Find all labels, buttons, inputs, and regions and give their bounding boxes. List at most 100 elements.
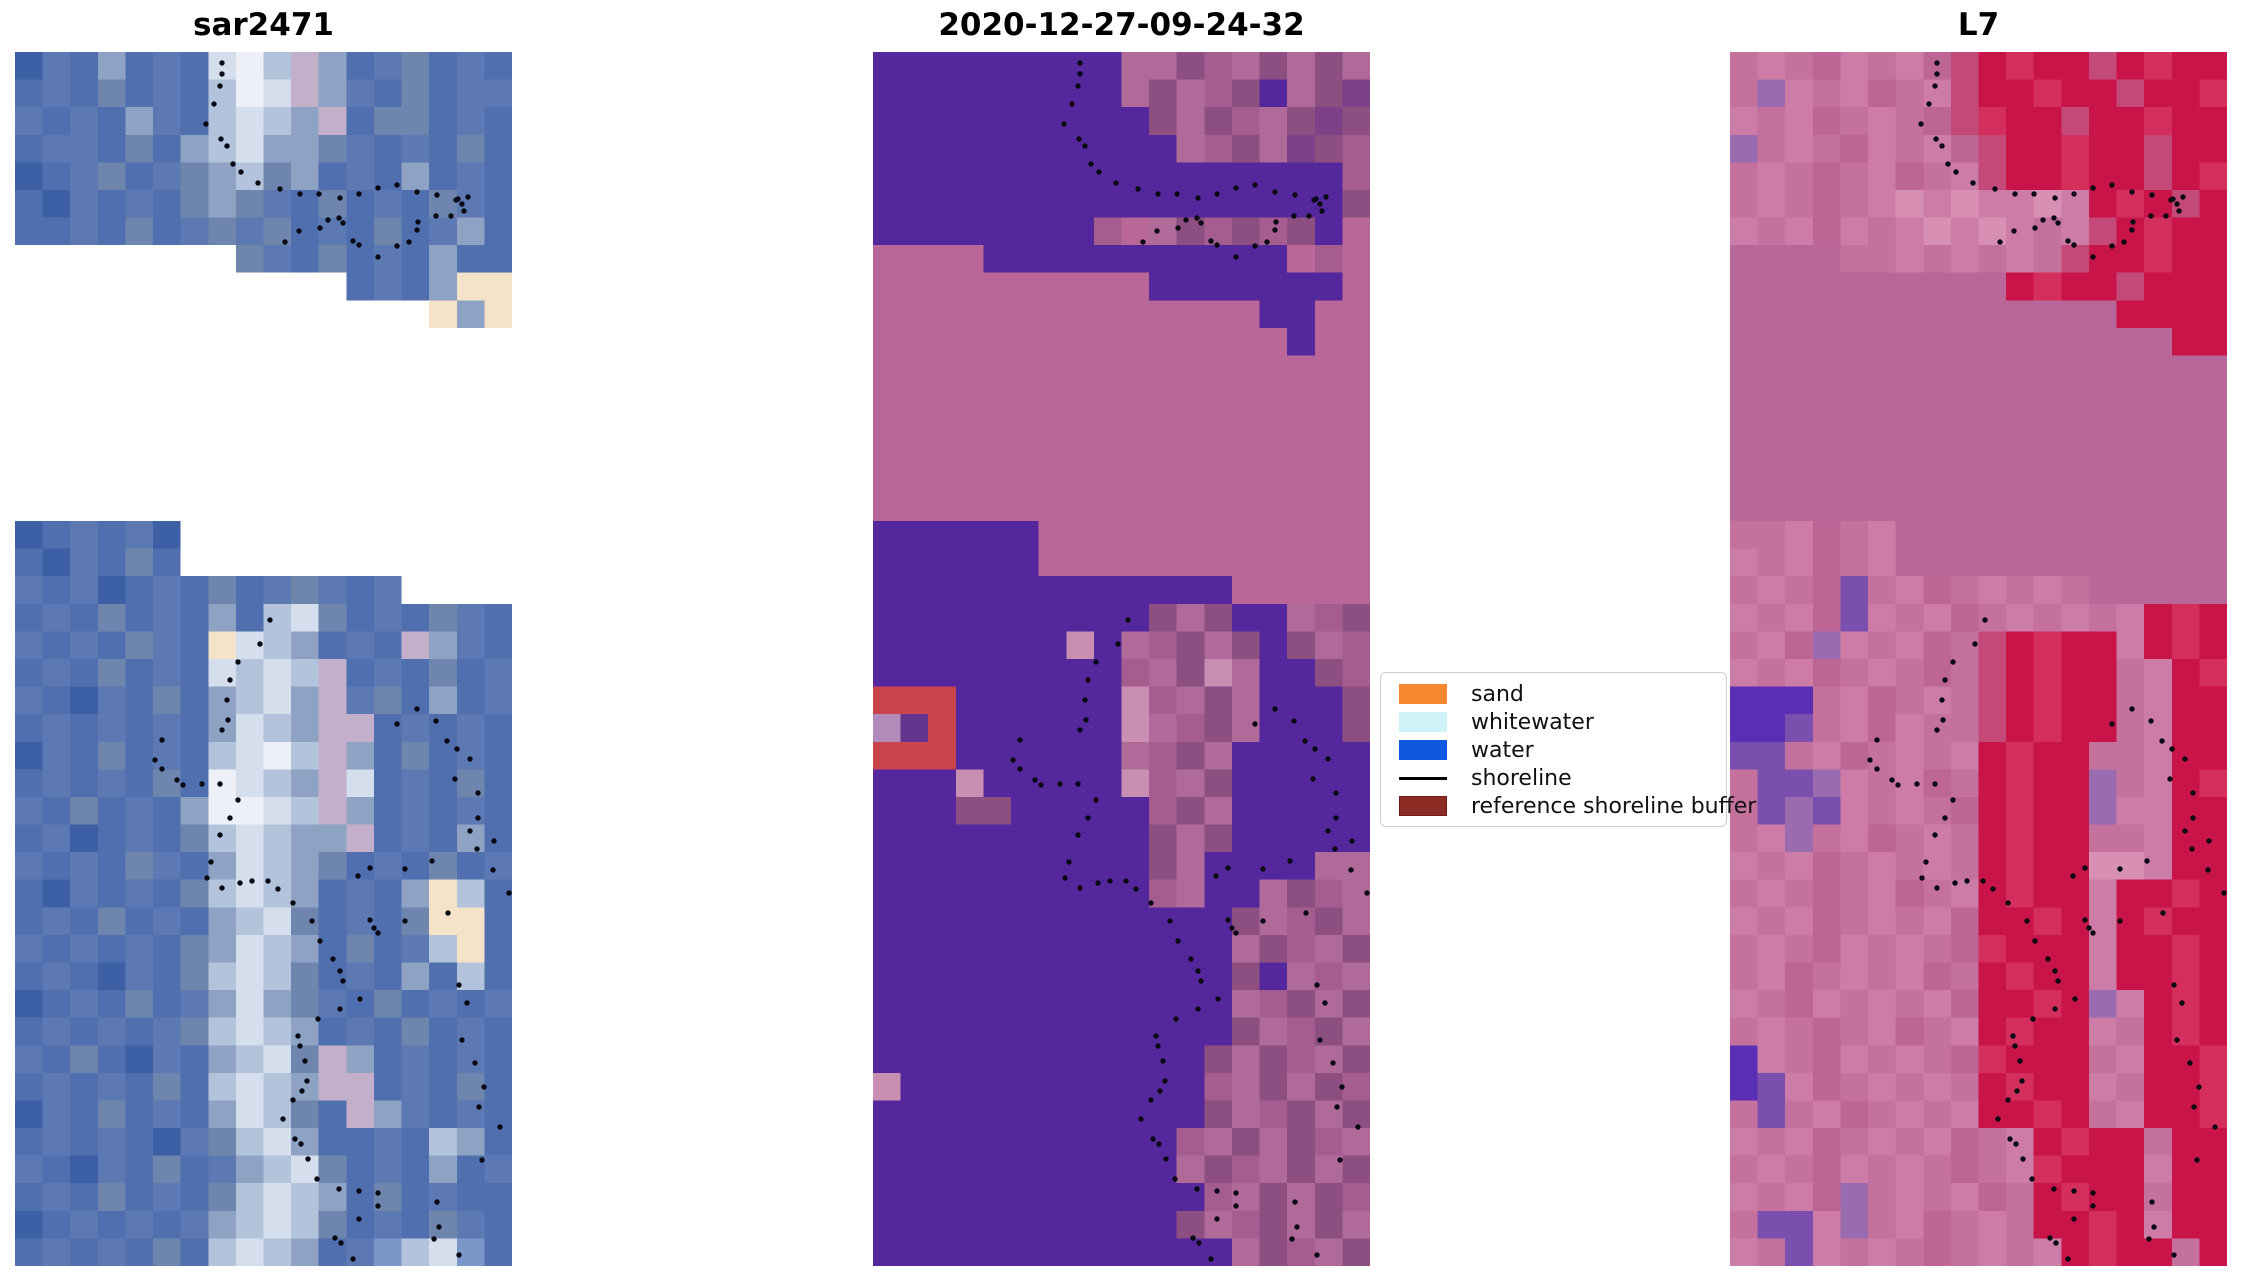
shoreline-dot <box>2182 828 2188 834</box>
shoreline-dot <box>375 1203 381 1209</box>
shoreline-dot <box>2071 1188 2077 1194</box>
shoreline-dot <box>295 1033 301 1039</box>
shoreline-dot <box>394 182 400 188</box>
shoreline-dot <box>1972 641 1978 647</box>
shoreline-dot <box>1148 1097 1154 1103</box>
shoreline-dot <box>152 757 158 763</box>
shoreline-dot <box>217 83 223 89</box>
shoreline-dot <box>1157 1088 1163 1094</box>
shoreline-dot <box>225 717 231 723</box>
shoreline-dot <box>304 1078 310 1084</box>
shoreline-dot <box>465 194 471 200</box>
shoreline-dot <box>199 781 205 787</box>
shoreline-dot <box>275 886 281 892</box>
shoreline-dot <box>1123 878 1129 884</box>
shoreline-dot <box>433 213 439 219</box>
shoreline-dot <box>2117 866 2123 872</box>
shoreline-dot <box>455 196 461 202</box>
shoreline-dot <box>1889 777 1895 783</box>
shoreline-dot <box>224 697 230 703</box>
shoreline-dot <box>375 1190 381 1196</box>
panel-title-sar: sar2471 <box>193 7 334 43</box>
shoreline-dot <box>1107 878 1113 884</box>
shoreline-dot <box>506 890 512 896</box>
shoreline-dot <box>1932 781 1938 787</box>
shoreline-dot <box>2167 776 2173 782</box>
sar-image-canvas <box>15 52 512 1266</box>
shoreline-dot <box>316 191 322 197</box>
shoreline-dot <box>1980 878 1986 884</box>
shoreline-dot <box>1066 859 1072 865</box>
shoreline-dot <box>448 213 454 219</box>
shoreline-dot <box>350 1256 356 1262</box>
shoreline-dot <box>481 1084 487 1090</box>
shoreline-dot <box>2071 242 2077 248</box>
shoreline-dot <box>350 238 356 244</box>
shoreline-dot <box>1332 846 1338 852</box>
shoreline-dot <box>296 228 302 234</box>
shoreline-dot <box>1138 1116 1144 1122</box>
shoreline-dot <box>1233 1203 1239 1209</box>
shoreline-dot <box>208 859 214 865</box>
shoreline-dot <box>371 925 377 931</box>
shoreline-dot <box>2024 918 2030 924</box>
shoreline-dot <box>2190 790 2196 796</box>
shoreline-dot <box>491 838 497 844</box>
shoreline-dot <box>211 101 217 107</box>
shoreline-dot <box>337 1006 343 1012</box>
shoreline-dot <box>227 677 233 683</box>
shoreline-dot <box>2055 220 2061 226</box>
shoreline-dot <box>2109 721 2115 727</box>
shoreline-dot <box>1323 194 1329 200</box>
shoreline-dot <box>1195 968 1201 974</box>
legend-row-water: water <box>1399 736 1726 764</box>
shoreline-dot <box>2065 1256 2071 1262</box>
shoreline-dot <box>1195 195 1201 201</box>
shoreline-dot <box>472 1060 478 1066</box>
shoreline-dot <box>459 1037 465 1043</box>
shoreline-dot <box>456 982 462 988</box>
shoreline-dot <box>1017 737 1023 743</box>
shoreline-dot <box>2129 189 2135 195</box>
shoreline-dot <box>2121 239 2127 245</box>
shoreline-dot <box>1934 727 1940 733</box>
shoreline-dot <box>265 878 271 884</box>
shoreline-dot <box>2011 228 2017 234</box>
shoreline-dot <box>2072 996 2078 1002</box>
shoreline-dot <box>2187 1060 2193 1066</box>
shoreline-dot <box>1154 228 1160 234</box>
shoreline-dot <box>2020 1156 2026 1162</box>
shoreline-dot <box>2189 846 2195 852</box>
shoreline-dot <box>290 1097 296 1103</box>
shoreline-dot <box>180 782 186 788</box>
shoreline-dot <box>2082 865 2088 871</box>
legend-swatch-icon <box>1399 712 1447 732</box>
shoreline-dot <box>1075 83 1081 89</box>
shoreline-dot <box>1077 71 1083 77</box>
shoreline-dot <box>356 1216 362 1222</box>
shoreline-dot <box>203 121 209 127</box>
shoreline-dot <box>1175 225 1181 231</box>
shoreline-dot <box>2053 1240 2059 1246</box>
shoreline-dot <box>2179 1000 2185 1006</box>
shoreline-dot <box>1017 766 1023 772</box>
shoreline-dot <box>1082 697 1088 703</box>
shoreline-dot <box>414 227 420 233</box>
shoreline-dot <box>217 832 223 838</box>
shoreline-dot <box>375 254 381 260</box>
shoreline-dot <box>1196 1240 1202 1246</box>
shoreline-dot <box>2032 938 2038 944</box>
shoreline-dot <box>1272 706 1278 712</box>
shoreline-dot <box>479 1157 485 1163</box>
shoreline-dot <box>1322 1000 1328 1006</box>
shoreline-dot <box>217 781 223 787</box>
shoreline-dot <box>2109 243 2115 249</box>
shoreline-dot <box>1173 1016 1179 1022</box>
shoreline-dot <box>2148 213 2154 219</box>
shoreline-dot <box>2090 1203 2096 1209</box>
shoreline-dot <box>1156 1141 1162 1147</box>
shoreline-dot <box>2221 890 2227 896</box>
shoreline-dot <box>1082 143 1088 149</box>
legend-row-sand: sand <box>1399 680 1726 708</box>
shoreline-dot <box>1950 659 1956 665</box>
